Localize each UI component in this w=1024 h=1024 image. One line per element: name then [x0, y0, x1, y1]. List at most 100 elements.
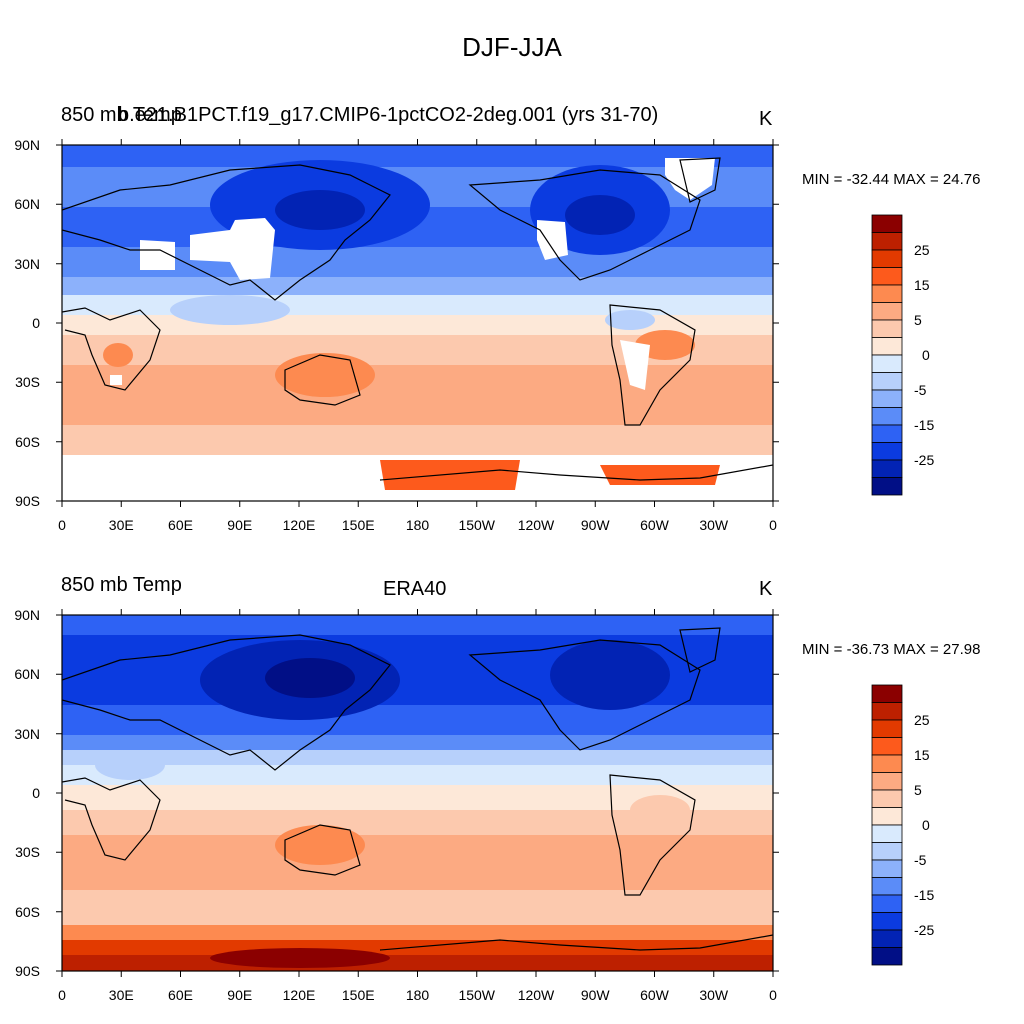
colorbar-box	[871, 684, 903, 703]
colorbar-box	[871, 372, 903, 391]
colorbar-box	[871, 929, 903, 948]
panel1-lon-tick: 90E	[227, 517, 252, 533]
panel1-lat-tick: 60N	[14, 196, 40, 212]
panel1-lat-tick: 90S	[15, 493, 40, 509]
colorbar-box	[871, 807, 903, 826]
panel2-lon-tick: 120E	[283, 987, 316, 1003]
panel2-lon-tick: 150E	[342, 987, 375, 1003]
panel2-lat-tick: 30N	[14, 726, 40, 742]
panel2-left-title: 850 mb Temp	[61, 574, 182, 596]
colorbar-box	[871, 442, 903, 461]
panel2-lat-tick: 0	[32, 785, 40, 801]
colorbar-box	[871, 912, 903, 931]
colorbar-box	[871, 754, 903, 773]
panel2-lon-tick: 30W	[699, 987, 729, 1003]
panel1-lon-tick: 150W	[458, 517, 495, 533]
panel1-lon-tick: 90W	[581, 517, 611, 533]
panel1-lat-tick: 60S	[15, 434, 40, 450]
panel2-colorbar: 25 15 5 0 -5 -15 -25	[871, 684, 934, 966]
colorbar-box	[871, 877, 903, 896]
panel1-lat-tick: 90N	[14, 137, 40, 153]
colorbar-box	[871, 337, 903, 356]
panel2-units: K	[759, 578, 773, 600]
panel1-lon-tick: 60E	[168, 517, 193, 533]
colorbar-box	[871, 824, 903, 843]
panel1-colorbar-label: -25	[914, 452, 934, 468]
panel2-lat-tick: 90S	[15, 963, 40, 979]
panel2-colorbar-label: 25	[914, 712, 930, 728]
panel2-colorbar-label: -15	[914, 887, 934, 903]
panel1-left-title: 850 mb Temp	[61, 104, 182, 126]
colorbar-box	[871, 302, 903, 321]
panel1-lon-tick: 0	[769, 517, 777, 533]
panel2-lon-tick: 180	[406, 987, 430, 1003]
panel2-lon-tick: 90W	[581, 987, 611, 1003]
panel2-lon-tick: 120W	[518, 987, 555, 1003]
panel1-lat-tick: 30N	[14, 256, 40, 272]
colorbar-box	[871, 737, 903, 756]
panel1-lon-tick: 120E	[283, 517, 316, 533]
colorbar-box	[871, 842, 903, 861]
panel1-lon-tick: 30W	[699, 517, 729, 533]
panel2-colorbar-label: -5	[914, 852, 927, 868]
panel2-lat-tick: 60N	[14, 666, 40, 682]
panel1-colorbar-label: 25	[914, 242, 930, 258]
panel1-colorbar-label: -5	[914, 382, 927, 398]
panel2-lon-tick: 60E	[168, 987, 193, 1003]
panel1-lon-tick: 60W	[640, 517, 670, 533]
panel2-lon-tick: 60W	[640, 987, 670, 1003]
panel2-colorbar-boxes	[871, 684, 903, 966]
figure-title: DJF-JJA	[462, 32, 562, 62]
colorbar-box	[871, 702, 903, 721]
panel2-center-title: ERA40	[383, 578, 447, 600]
colorbar-box	[871, 459, 903, 478]
panel2-lon-tick: 90E	[227, 987, 252, 1003]
panel2-lon-tick: 0	[58, 987, 66, 1003]
panel2-lon-tick: 0	[769, 987, 777, 1003]
colorbar-box	[871, 407, 903, 426]
colorbar-box	[871, 772, 903, 791]
panel1-units: K	[759, 108, 773, 130]
colorbar-box	[871, 424, 903, 443]
panel1-colorbar-boxes	[871, 214, 903, 496]
panel1-lon-tick: 30E	[109, 517, 134, 533]
panel1-colorbar-label: 15	[914, 277, 930, 293]
panel1-lat-tick: 30S	[15, 374, 40, 390]
colorbar-box	[871, 789, 903, 808]
panel1-lon-tick: 0	[58, 517, 66, 533]
panel2-lon-tick: 150W	[458, 987, 495, 1003]
panel2-colorbar-label: 15	[914, 747, 930, 763]
panel2-colorbar-label: 5	[914, 782, 922, 798]
panel1-lon-tick: 120W	[518, 517, 555, 533]
panel1-colorbar: 25 15 5 0 -5 -15 -25	[871, 214, 934, 496]
colorbar-box	[871, 354, 903, 373]
panel1-colorbar-label: 0	[922, 347, 930, 363]
panel2-lon-tick: 30E	[109, 987, 134, 1003]
panel1-lon-tick: 150E	[342, 517, 375, 533]
colorbar-box	[871, 859, 903, 878]
colorbar-box	[871, 894, 903, 913]
panel2-min-max: MIN = -36.73 MAX = 27.98	[802, 641, 981, 658]
colorbar-box	[871, 232, 903, 251]
panel2-lat-tick: 90N	[14, 607, 40, 623]
panel1-colorbar-label: -15	[914, 417, 934, 433]
colorbar-box	[871, 214, 903, 233]
panel1-field	[62, 145, 773, 501]
panel2-colorbar-label: 0	[922, 817, 930, 833]
colorbar-box	[871, 319, 903, 338]
panel2-lat-tick: 60S	[15, 904, 40, 920]
colorbar-box	[871, 267, 903, 286]
panel2-field	[62, 615, 773, 971]
panel1-lon-tick: 180	[406, 517, 430, 533]
panel1-lat-tick: 0	[32, 315, 40, 331]
panel2-lat-tick: 30S	[15, 844, 40, 860]
panel1-colorbar-label: 5	[914, 312, 922, 328]
panel1-center-title: b.e21.B1PCT.f19_g17.CMIP6-1pctCO2-2deg.0…	[118, 104, 659, 126]
panel2-colorbar-label: -25	[914, 922, 934, 938]
colorbar-box	[871, 719, 903, 738]
colorbar-box	[871, 284, 903, 303]
panel1-map: 90N 60N 30N 0 30S 60S 90S 0 30E 60E 90E …	[14, 137, 779, 533]
panel1-min-max: MIN = -32.44 MAX = 24.76	[802, 171, 981, 188]
colorbar-box	[871, 249, 903, 268]
colorbar-box	[871, 477, 903, 496]
